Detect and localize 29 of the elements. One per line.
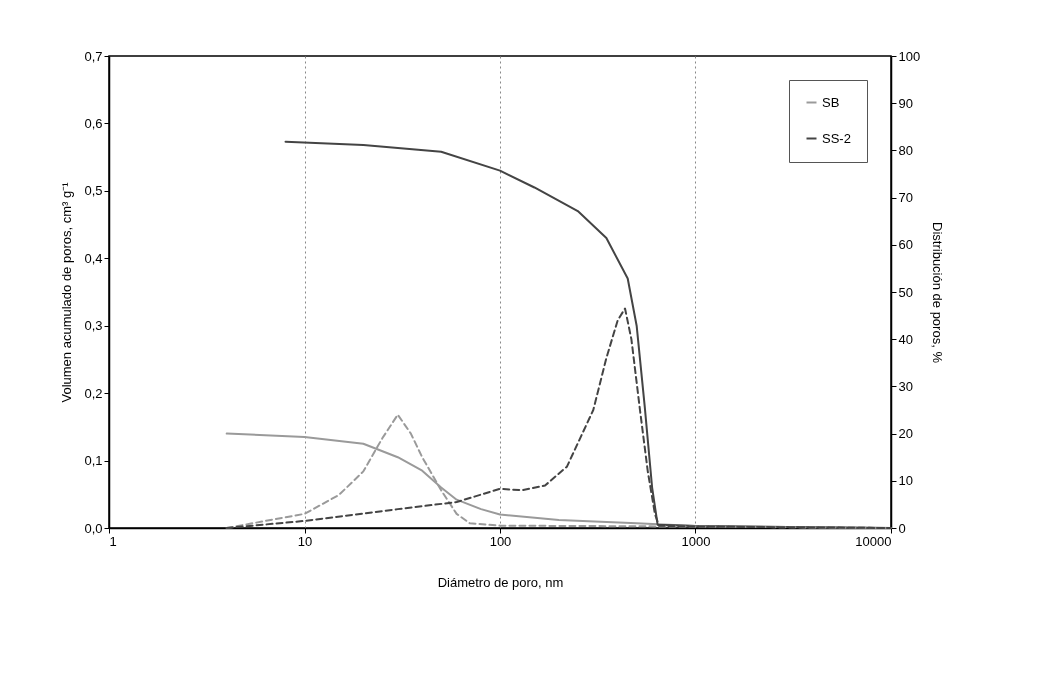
y2-tick-label: 10 [898,473,913,489]
y2-tick-label: 20 [898,426,913,442]
y2-tick-label: 60 [898,237,913,253]
y-tick-label: 0,0 [84,520,103,536]
legend-label: SB [822,94,840,110]
y2-axis-title: Distribución de poros, % [930,222,946,364]
legend-label: SS-2 [822,130,851,146]
y-axis-title: Volumen acumulado de poros, cm³ g⁻¹ [59,181,75,403]
x-tick-label: 1 [109,533,117,549]
y-tick-label: 0,1 [84,453,103,469]
y2-tick-label: 100 [898,48,921,64]
y-tick-label: 0,3 [84,318,103,334]
y2-tick-label: 90 [898,95,913,111]
x-tick-label: 100 [489,533,512,549]
y-tick-label: 0,5 [84,183,103,199]
y2-tick-label: 80 [898,142,913,158]
y2-tick-label: 0 [898,520,906,536]
x-axis-title: Diámetro de poro, nm [437,574,564,590]
y-tick-label: 0,6 [84,115,103,131]
y-tick-label: 0,4 [84,250,103,266]
x-tick-label: 10 [297,533,313,549]
y-tick-label: 0,2 [84,385,103,401]
x-tick-label: 1000 [681,533,711,549]
x-tick-label: 10000 [855,533,892,549]
y2-tick-label: 50 [898,284,913,300]
y2-tick-label: 70 [898,190,913,206]
y2-tick-label: 40 [898,331,913,347]
y2-tick-label: 30 [898,378,913,394]
y-tick-label: 0,7 [84,48,103,64]
